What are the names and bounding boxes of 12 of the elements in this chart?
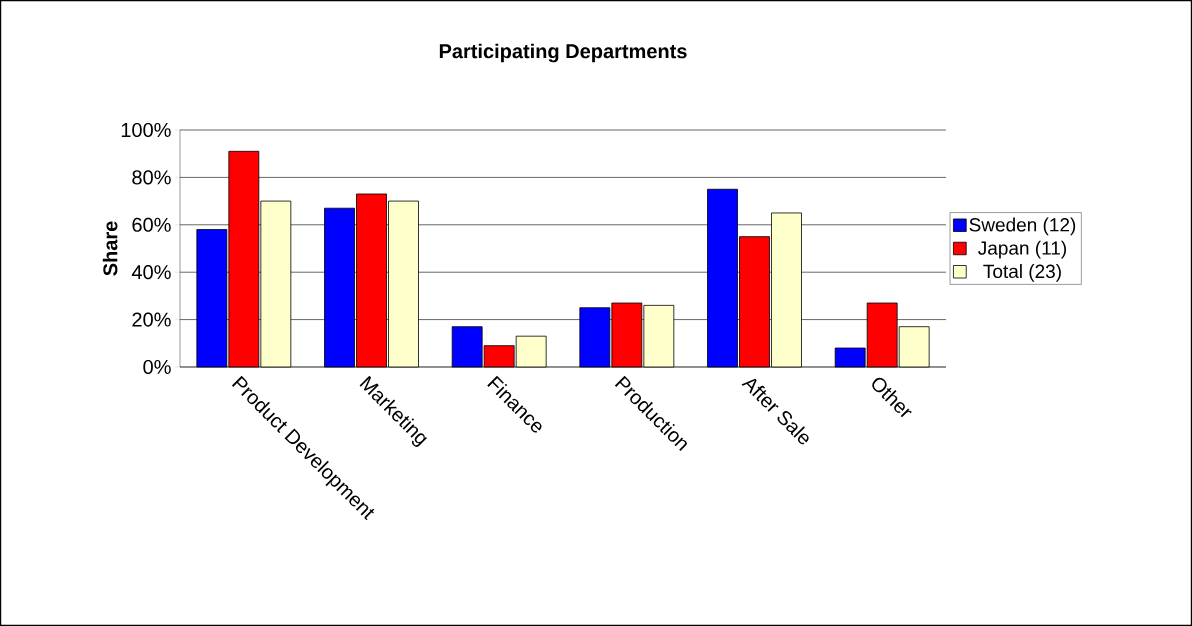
y-tick-label: 60% (132, 217, 171, 232)
y-tick-label: 40% (131, 265, 171, 280)
chart-title: Participating Departments (439, 43, 687, 63)
y-axis-title: Share (102, 221, 118, 276)
y-tick-label: 0% (143, 359, 171, 375)
x-tick-label: After Sale (741, 378, 809, 445)
y-tick-label: 80% (132, 170, 171, 185)
legend-label: Sweden (12) (969, 217, 1076, 236)
legend-label: Japan (11) (978, 240, 1067, 259)
legend-label: Total (23) (983, 264, 1061, 282)
y-tick-label: 20% (132, 312, 171, 327)
y-tick-label: 100% (121, 122, 171, 138)
